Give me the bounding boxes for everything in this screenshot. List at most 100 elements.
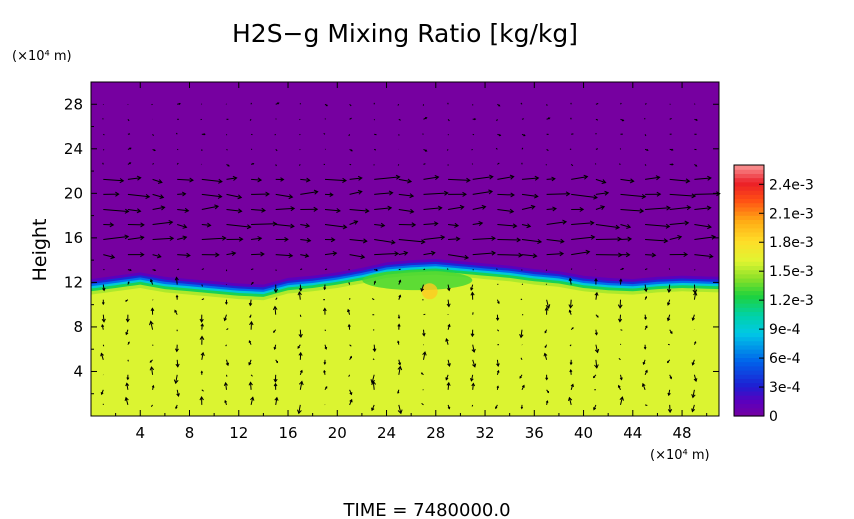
wind-vector bbox=[422, 329, 426, 337]
wind-vector bbox=[397, 365, 403, 375]
x-tick-label: 20 bbox=[328, 424, 347, 442]
wind-vector bbox=[545, 400, 549, 406]
wind-vector bbox=[177, 102, 181, 105]
wind-vector bbox=[694, 224, 712, 230]
wind-vector bbox=[349, 208, 370, 214]
colorbar-segment bbox=[734, 190, 764, 195]
wind-vector bbox=[250, 281, 254, 285]
wind-vector bbox=[200, 323, 204, 330]
wind-vector bbox=[571, 234, 596, 240]
wind-vector bbox=[323, 132, 326, 135]
wind-vector bbox=[620, 267, 625, 271]
wind-vector bbox=[248, 299, 253, 307]
wind-vector bbox=[595, 224, 621, 230]
wind-vector bbox=[618, 358, 621, 361]
colorbar-segment bbox=[734, 227, 764, 233]
wind-vector bbox=[125, 329, 129, 336]
wind-vector bbox=[176, 162, 179, 165]
wind-vector bbox=[174, 276, 179, 285]
time-footer: TIME = 7480000.0 bbox=[342, 500, 510, 519]
wind-vector bbox=[568, 309, 572, 315]
wind-vector bbox=[471, 163, 474, 165]
wind-vector bbox=[497, 223, 518, 229]
wind-vector bbox=[446, 268, 449, 270]
wind-vector bbox=[447, 359, 451, 367]
wind-vector bbox=[497, 103, 501, 107]
wind-vector bbox=[472, 118, 477, 121]
wind-vector bbox=[275, 236, 289, 242]
wind-vector bbox=[570, 117, 572, 120]
wind-vector bbox=[103, 178, 125, 184]
wind-vector bbox=[545, 299, 551, 309]
wind-vector bbox=[620, 224, 632, 229]
colorbar-segment bbox=[734, 311, 764, 317]
wind-vector bbox=[669, 178, 691, 184]
wind-vector bbox=[226, 148, 228, 151]
wind-vector bbox=[496, 268, 498, 270]
wind-vector bbox=[644, 117, 646, 120]
wind-vector bbox=[101, 314, 106, 323]
colorbar-segment bbox=[734, 407, 764, 413]
colorbar-segment bbox=[734, 181, 764, 187]
wind-vector bbox=[348, 282, 351, 285]
wind-vector bbox=[423, 250, 436, 256]
wind-vector bbox=[250, 396, 255, 406]
wind-vector bbox=[349, 398, 353, 406]
wind-vector bbox=[226, 193, 243, 200]
wind-vector bbox=[691, 404, 696, 413]
wind-vector bbox=[519, 374, 523, 379]
wind-vector bbox=[324, 224, 348, 230]
wind-vector bbox=[497, 133, 502, 137]
colorbar-tick-label: 1.8e-3 bbox=[769, 235, 814, 251]
wind-vector bbox=[199, 396, 204, 405]
wind-vector bbox=[226, 208, 243, 214]
wind-vector bbox=[275, 269, 277, 271]
wind-vector bbox=[423, 313, 426, 316]
wind-vector bbox=[273, 329, 277, 333]
colorbar-tick-label: 2.4e-3 bbox=[769, 177, 814, 193]
colorbar-segment bbox=[734, 169, 764, 174]
wind-vector bbox=[152, 134, 154, 137]
wind-vector bbox=[495, 404, 498, 410]
wind-vector bbox=[423, 117, 428, 120]
wind-vector bbox=[349, 355, 352, 361]
wind-vector bbox=[177, 207, 190, 213]
wind-vector bbox=[251, 251, 265, 257]
wind-vector bbox=[398, 294, 402, 300]
colorbar-tick-label: 9e-4 bbox=[769, 322, 801, 338]
wind-vector bbox=[594, 163, 597, 165]
wind-vector bbox=[274, 133, 276, 136]
wind-vector bbox=[248, 359, 252, 366]
wind-vector bbox=[448, 204, 465, 210]
wind-vector bbox=[372, 344, 377, 353]
wind-vector bbox=[374, 190, 394, 196]
wind-vector bbox=[398, 178, 413, 184]
wind-vector bbox=[397, 340, 400, 345]
wind-vector bbox=[374, 133, 377, 136]
wind-vector bbox=[348, 134, 351, 137]
colorbar-frame bbox=[733, 164, 765, 417]
wind-vector bbox=[620, 102, 622, 105]
colorbar-segment bbox=[734, 294, 764, 300]
wind-vector bbox=[324, 386, 328, 391]
wind-vector bbox=[669, 117, 672, 120]
wind-vector bbox=[127, 281, 130, 285]
wind-vector bbox=[644, 404, 648, 406]
wind-vector bbox=[398, 359, 402, 366]
wind-vector bbox=[324, 103, 328, 107]
wind-vector bbox=[324, 237, 336, 243]
wind-vector bbox=[273, 344, 277, 351]
wind-vector bbox=[693, 341, 697, 345]
colorbar-segment bbox=[734, 323, 764, 329]
wind-vector bbox=[298, 329, 303, 339]
wind-vector bbox=[620, 236, 633, 242]
wind-vector bbox=[275, 177, 285, 182]
wind-vector bbox=[544, 306, 549, 315]
x-tick-label: 4 bbox=[135, 424, 145, 442]
wind-vector bbox=[201, 284, 203, 287]
wind-vector bbox=[149, 320, 154, 330]
wind-vector bbox=[521, 204, 536, 210]
x-tick-label: 28 bbox=[426, 424, 445, 442]
colorbar-segment bbox=[734, 206, 764, 212]
